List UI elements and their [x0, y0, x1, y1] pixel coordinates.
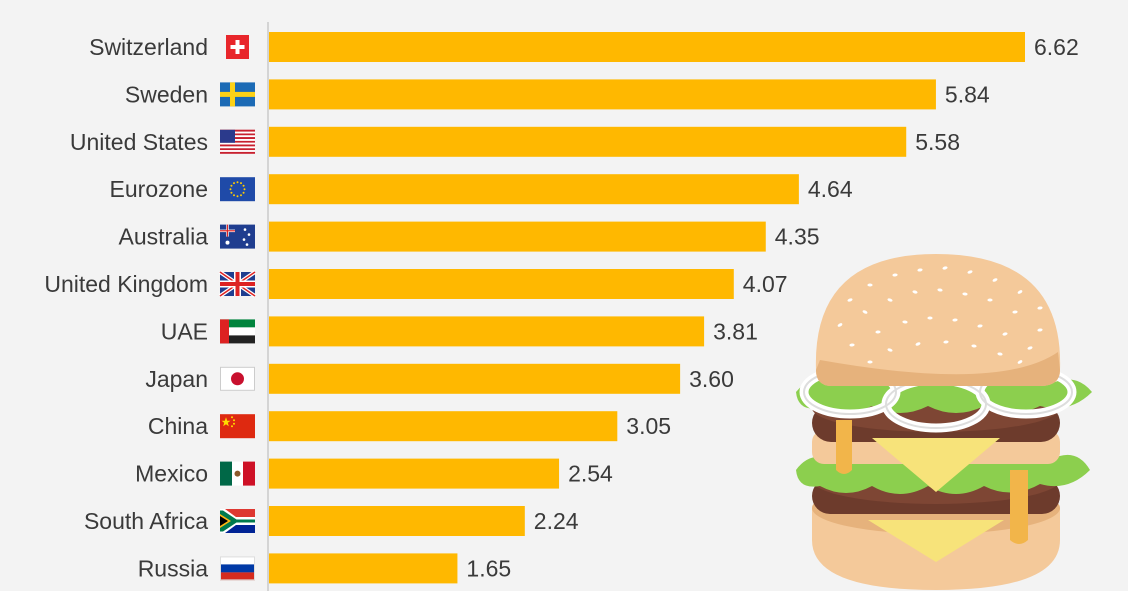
- value-label: 5.84: [945, 81, 990, 107]
- category-label: China: [148, 413, 208, 439]
- category-label: South Africa: [84, 508, 208, 534]
- value-label: 4.35: [775, 224, 820, 250]
- china-flag-icon: [220, 414, 255, 439]
- bar-row: UAE 3.81: [161, 316, 758, 347]
- bar: [269, 269, 734, 299]
- value-label: 3.81: [713, 318, 758, 344]
- united-states-flag-icon: [220, 129, 255, 154]
- bar-row: Japan 3.60: [145, 363, 734, 394]
- bar: [269, 458, 560, 489]
- bar-row: Eurozone 4.64: [110, 174, 853, 205]
- value-label: 6.62: [1034, 34, 1079, 60]
- category-label: Russia: [138, 555, 209, 581]
- value-label: 2.24: [534, 508, 579, 534]
- bar-row: South Africa 2.24: [84, 506, 579, 536]
- value-label: 3.05: [626, 413, 671, 439]
- category-label: Eurozone: [110, 176, 208, 202]
- bar-row: Russia 1.65: [138, 553, 511, 584]
- bar: [269, 553, 458, 584]
- bar: [269, 174, 799, 205]
- bar: [269, 363, 681, 394]
- united-kingdom-flag-icon: [218, 270, 257, 298]
- value-label: 2.54: [568, 461, 613, 487]
- sweden-flag-icon: [220, 82, 255, 107]
- bar-row: Sweden 5.84: [125, 79, 990, 110]
- value-label: 4.64: [808, 176, 853, 202]
- uae-flag-icon: [220, 319, 255, 344]
- switzerland-flag-icon: [226, 35, 249, 59]
- category-label: United Kingdom: [44, 271, 208, 297]
- bar-row: United States 5.58: [70, 126, 960, 157]
- bar: [269, 316, 705, 347]
- bar: [269, 79, 936, 110]
- bar-row: Mexico 2.54: [135, 458, 613, 489]
- japan-flag-icon: [220, 366, 255, 391]
- bar: [269, 506, 525, 536]
- bar: [269, 411, 618, 442]
- bar-row: China 3.05: [148, 411, 671, 442]
- category-label: UAE: [161, 318, 208, 344]
- bar-row: Switzerland 6.62: [89, 32, 1079, 62]
- bar-row: Australia 4.35: [119, 221, 820, 252]
- category-label: Japan: [145, 366, 208, 392]
- value-label: 1.65: [466, 555, 511, 581]
- category-label: Australia: [119, 224, 209, 250]
- category-label: Mexico: [135, 461, 208, 487]
- value-label: 5.58: [915, 129, 960, 155]
- australia-flag-icon: [220, 224, 255, 249]
- russia-flag-icon: [220, 556, 255, 581]
- eurozone-flag-icon: [220, 177, 255, 202]
- value-label: 3.60: [689, 366, 734, 392]
- category-label: United States: [70, 129, 208, 155]
- bar: [269, 126, 907, 157]
- category-label: Sweden: [125, 81, 208, 107]
- mexico-flag-icon: [220, 461, 255, 486]
- category-label: Switzerland: [89, 34, 208, 60]
- bar: [269, 221, 766, 252]
- south-africa-flag-icon: [220, 509, 255, 533]
- value-label: 4.07: [743, 271, 788, 297]
- bar-row: United Kingdom 4.07: [44, 269, 788, 299]
- burger-illustration: [796, 254, 1092, 590]
- bar: [269, 32, 1025, 62]
